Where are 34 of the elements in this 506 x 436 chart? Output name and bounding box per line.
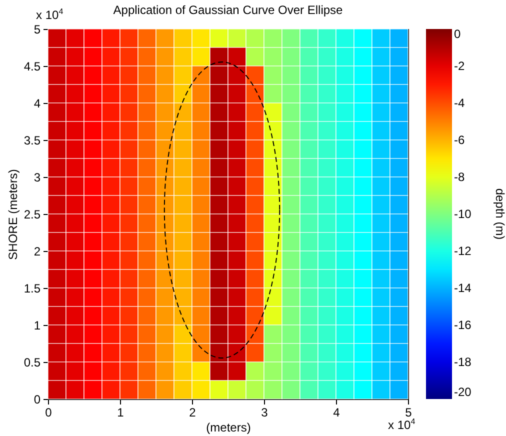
y-tick-label: 4 [34, 96, 41, 110]
color-bar-label: -4 [454, 96, 465, 110]
text: x 10$^{4}$ [388, 417, 416, 432]
color-bar-label: -12 [454, 244, 472, 258]
y-axis-title: SHORE (meters) [6, 169, 20, 260]
x-tick-label: 5 [405, 406, 412, 420]
color-bar-label: 0 [454, 27, 461, 41]
y-tick-label: 1.5 [24, 282, 41, 296]
color-bar-label: -10 [454, 207, 472, 221]
x-axis-title: (meters) [206, 420, 251, 434]
color-bar-label: -18 [454, 355, 472, 369]
color-bar-title: depth (m) [493, 188, 506, 240]
x-tick-label: 4 [333, 406, 340, 420]
text: x 10$^{4}$ [36, 7, 64, 22]
color-bar-label: -8 [454, 170, 465, 184]
y-tick-label: 1 [34, 318, 41, 332]
color-bar-label: -2 [454, 59, 465, 73]
chart-title: Application of Gaussian Curve Over Ellipse [113, 3, 344, 17]
y-tick-label: 2.5 [24, 208, 41, 222]
y-tick-label: 0.5 [24, 356, 41, 370]
y-tick-label: 5 [34, 22, 41, 36]
color-bar-label: -20 [454, 385, 472, 399]
y-tick-label: 3 [34, 170, 41, 184]
x-tick-label: 2 [189, 406, 196, 420]
x-tick-label: 1 [117, 406, 124, 420]
color-bar-label: -6 [454, 133, 465, 147]
color-bar-label: -14 [454, 281, 472, 295]
color-bar-label: -16 [454, 318, 472, 332]
y-tick-label: 4.5 [24, 60, 41, 74]
x-tick-label: 3 [261, 406, 268, 420]
x-tick-label: 0 [45, 406, 52, 420]
y-tick-label: 2 [34, 244, 41, 258]
y-tick-label: 0 [34, 392, 41, 406]
y-tick-label: 3.5 [24, 134, 41, 148]
